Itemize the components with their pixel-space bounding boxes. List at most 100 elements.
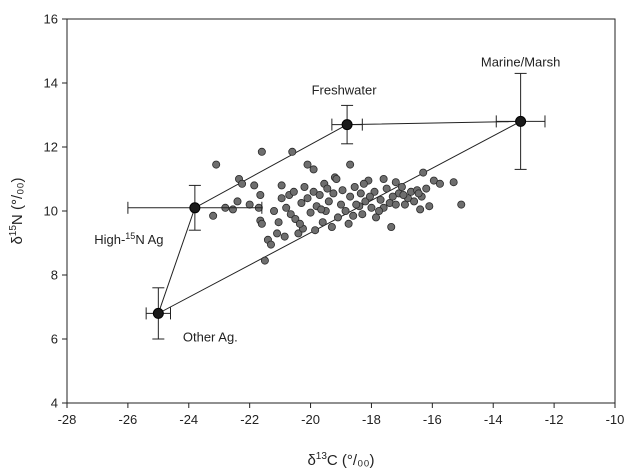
axis-label-elem: C: [327, 452, 338, 469]
sample-point: [356, 189, 365, 198]
sample-point: [379, 174, 388, 183]
sample-point: [277, 194, 286, 203]
sample-point: [212, 160, 221, 169]
label-sup: 15: [125, 231, 135, 241]
sample-point: [260, 256, 269, 265]
axis-label-unit: (°/₀₀): [9, 177, 26, 214]
sample-point: [388, 192, 397, 201]
sample-point: [387, 222, 396, 231]
source-label: Marine/Marsh: [481, 54, 560, 69]
sample-point: [333, 213, 342, 222]
source-point: [341, 119, 353, 131]
sample-point: [358, 210, 367, 219]
sample-point: [288, 147, 297, 156]
sample-point: [435, 179, 444, 188]
sample-point: [400, 200, 409, 209]
sample-point: [391, 178, 400, 187]
label-part: High-: [94, 232, 125, 247]
sample-point: [391, 200, 400, 209]
sample-point: [286, 210, 295, 219]
sample-point: [376, 195, 385, 204]
sample-point: [338, 186, 347, 195]
sample-point: [349, 211, 358, 220]
sample-point: [257, 219, 266, 228]
x-tick-label: -16: [423, 412, 442, 427]
x-tick-label: -18: [362, 412, 381, 427]
sample-point: [457, 200, 466, 209]
axes-group: -28 -26 -24 -22 -20 -18 -16 -14 -12 -10 4 6 8 10 12 14 1…: [44, 12, 625, 428]
sample-point: [346, 192, 355, 201]
sample-point: [414, 189, 423, 198]
x-tick-label: -26: [118, 412, 137, 427]
y-tick-label: 10: [44, 204, 58, 219]
sample-point: [352, 200, 361, 209]
sample-point: [327, 222, 336, 231]
sample-point: [257, 147, 266, 156]
sample-point: [419, 168, 428, 177]
sample-point: [365, 192, 374, 201]
axis-label-sup: 15: [8, 225, 19, 237]
source-point: [189, 202, 201, 214]
sample-point: [273, 229, 282, 238]
sample-point: [416, 205, 425, 214]
x-tick-label: -28: [58, 412, 77, 427]
sample-point: [233, 197, 242, 206]
sample-point: [375, 206, 384, 215]
sample-point: [382, 184, 391, 193]
sample-point: [324, 197, 333, 206]
sample-point: [238, 179, 247, 188]
sample-point: [317, 205, 326, 214]
sample-point: [367, 203, 376, 212]
y-axis-label: δ15N (°/₀₀): [8, 177, 26, 244]
sample-point: [300, 182, 309, 191]
sample-points: [209, 147, 466, 265]
sample-point: [422, 184, 431, 193]
axis-label-delta: δ: [307, 452, 315, 469]
label-part: N Ag: [135, 232, 163, 247]
sample-point: [294, 229, 303, 238]
sample-point: [311, 226, 320, 235]
sample-point: [429, 176, 438, 185]
sample-point: [449, 178, 458, 187]
sample-point: [291, 214, 300, 223]
sample-point: [256, 190, 265, 199]
source-point: [515, 115, 527, 127]
sample-point: [410, 197, 419, 206]
x-tick-label: -20: [301, 412, 320, 427]
source-point: [152, 307, 164, 319]
sample-point: [282, 203, 291, 212]
sample-point: [228, 205, 237, 214]
x-tick-label: -12: [545, 412, 564, 427]
sample-point: [372, 213, 381, 222]
axis-label-delta: δ: [9, 236, 26, 244]
sample-point: [277, 181, 286, 190]
sample-point: [361, 197, 370, 206]
x-tick-label: -22: [240, 412, 259, 427]
sample-point: [274, 218, 283, 227]
sample-point: [336, 200, 345, 209]
sample-point: [209, 211, 218, 220]
sample-point: [245, 200, 254, 209]
source-endmembers: Freshwater Marine/Marsh High-15N Ag Other A…: [94, 54, 560, 344]
sample-point: [318, 218, 327, 227]
axis-label-sup: 13: [316, 451, 328, 462]
x-tick-label: -10: [606, 412, 625, 427]
sample-point: [270, 206, 279, 215]
x-tick-label: -14: [484, 412, 503, 427]
y-tick-label: 12: [44, 140, 58, 155]
sample-point: [359, 179, 368, 188]
source-label: High-15N Ag: [94, 231, 163, 247]
sample-point: [309, 165, 318, 174]
sample-point: [280, 232, 289, 241]
sample-point: [315, 190, 324, 199]
sample-point: [344, 219, 353, 228]
y-tick-label: 8: [51, 268, 58, 283]
axis-label-unit: (°/₀₀): [338, 452, 375, 469]
y-tick-label: 6: [51, 332, 58, 347]
axis-labels: δ13C (°/₀₀)δ15N (°/₀₀): [8, 177, 375, 469]
sample-point: [309, 187, 318, 196]
sample-point: [346, 160, 355, 169]
sample-point: [323, 184, 332, 193]
sample-point: [370, 187, 379, 196]
